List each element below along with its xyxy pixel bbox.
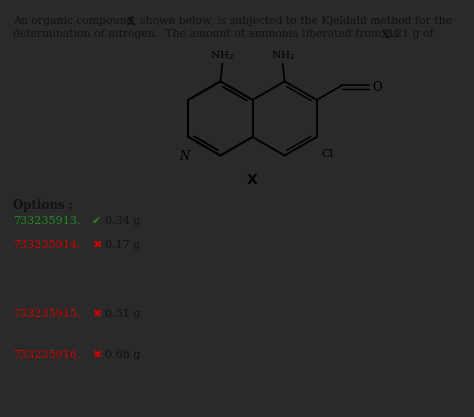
Text: NH$_2$: NH$_2$ <box>271 49 295 62</box>
Text: 733235914.: 733235914. <box>13 240 81 250</box>
Text: X: X <box>127 16 135 27</box>
Text: determination of nitrogen.  The amount of ammonia liberated from 2.21 g of: determination of nitrogen. The amount of… <box>13 29 438 39</box>
Text: N: N <box>179 150 190 163</box>
Text: , shown below, is subjected to the Kjeldahl method for the: , shown below, is subjected to the Kjeld… <box>133 16 452 26</box>
Text: X: X <box>381 29 389 40</box>
Text: 733235915.: 733235915. <box>13 309 81 319</box>
Text: 0.34 g: 0.34 g <box>105 216 141 226</box>
Text: is: is <box>386 29 399 39</box>
Text: Options :: Options : <box>13 199 73 212</box>
Text: ✖: ✖ <box>91 240 101 250</box>
Text: 733235913.: 733235913. <box>13 216 81 226</box>
Text: ✖: ✖ <box>91 309 101 319</box>
Text: NH$_2$: NH$_2$ <box>210 49 235 62</box>
Text: An organic compound: An organic compound <box>13 16 137 26</box>
Text: 0.68 g: 0.68 g <box>105 350 141 360</box>
Text: $\mathbf{X}$: $\mathbf{X}$ <box>246 173 259 187</box>
Text: ✔: ✔ <box>91 216 101 226</box>
Text: 0.17 g: 0.17 g <box>105 240 140 250</box>
Text: Cl: Cl <box>322 149 334 159</box>
Text: O: O <box>373 81 382 94</box>
Text: 733235916.: 733235916. <box>13 350 81 360</box>
Text: ✖: ✖ <box>91 350 101 360</box>
Text: 0.51 g: 0.51 g <box>105 309 141 319</box>
